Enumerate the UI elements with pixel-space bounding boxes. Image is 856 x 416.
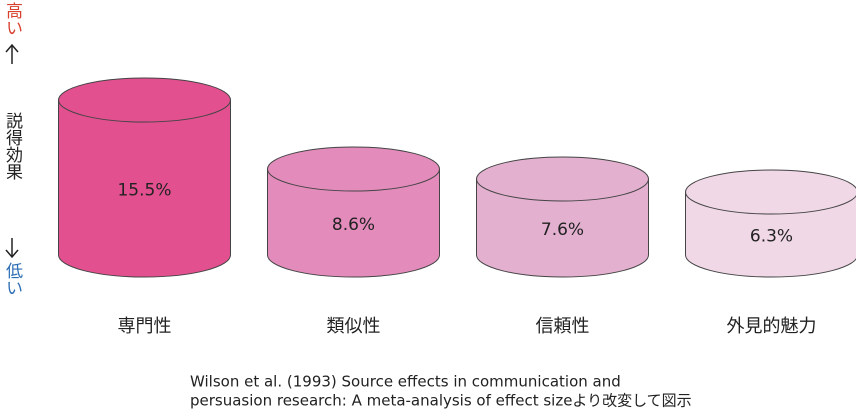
value-label: 6.3% (750, 227, 793, 247)
arrow-down-head (5, 249, 19, 259)
cylinder-top (476, 156, 649, 202)
y-label-high: 高い (2, 2, 22, 36)
cylinder-top (267, 146, 440, 192)
x-tick-label: 信頼性 (536, 316, 590, 337)
source-line: Wilson et al. (1993) Source effects in c… (190, 373, 621, 391)
cylinder (476, 178, 649, 278)
value-label: 8.6% (332, 215, 375, 235)
cylinder-top (58, 77, 231, 123)
cylinder (685, 191, 856, 278)
source-line: persuasion research: A meta-analysis of … (190, 392, 692, 410)
cylinder-top (685, 169, 856, 215)
y-label: 説得効果 (2, 112, 23, 180)
x-tick-label: 専門性 (118, 316, 172, 337)
cylinder (58, 99, 231, 278)
arrow-up-head (5, 43, 19, 53)
y-label-low: 低い (2, 262, 23, 296)
value-label: 7.6% (541, 220, 584, 240)
value-label: 15.5% (117, 181, 171, 201)
x-tick-label: 類似性 (327, 316, 381, 337)
cylinder (267, 168, 440, 278)
x-tick-label: 外見的魅力 (727, 316, 817, 337)
